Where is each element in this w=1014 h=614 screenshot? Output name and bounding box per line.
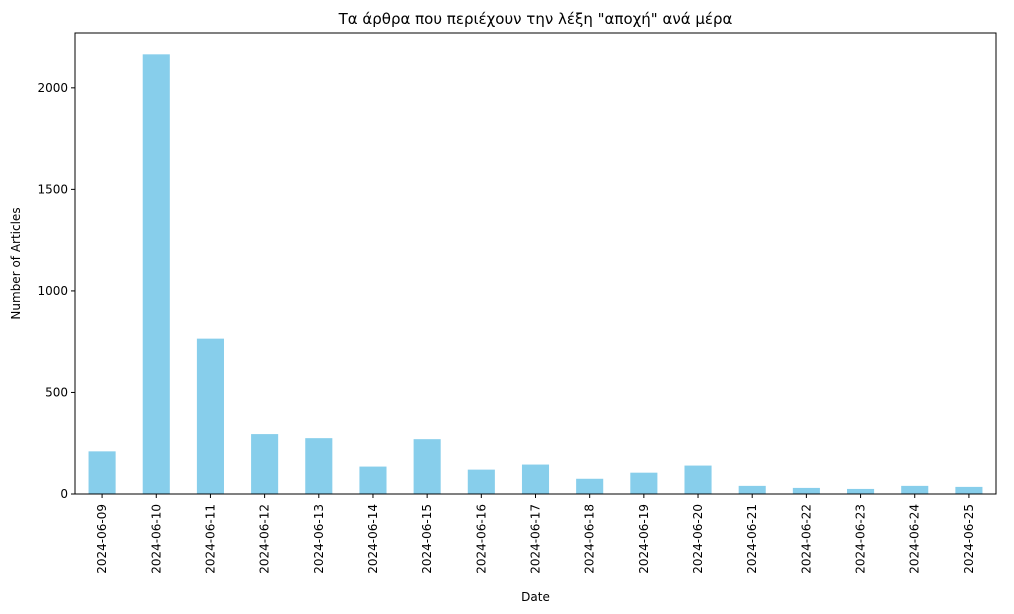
chart-title: Τα άρθρα που περιέχουν την λέξη "αποχή" … bbox=[338, 10, 733, 28]
y-axis: 0 500 1000 1500 2000 bbox=[37, 81, 75, 501]
x-axis-label: Date bbox=[521, 590, 550, 604]
y-tick-label: 1500 bbox=[37, 182, 68, 196]
x-axis: 2024-06-09 2024-06-10 2024-06-11 2024-06-12… bbox=[95, 494, 976, 574]
bar-2024-06-14 bbox=[359, 466, 387, 494]
bar-2024-06-17 bbox=[521, 464, 550, 494]
bar-2024-06-21 bbox=[738, 485, 766, 494]
x-tick-label: 2024-06-09 bbox=[95, 504, 109, 574]
x-tick-label: 2024-06-23 bbox=[854, 504, 868, 574]
x-tick-label: 2024-06-22 bbox=[799, 504, 813, 574]
y-tick-label: 0 bbox=[60, 487, 68, 501]
x-tick-label: 2024-06-14 bbox=[366, 504, 380, 574]
x-tick-label: 2024-06-24 bbox=[908, 504, 922, 574]
bars-group bbox=[88, 54, 983, 494]
x-tick-label: 2024-06-11 bbox=[203, 504, 217, 574]
bar-2024-06-16 bbox=[467, 469, 495, 494]
y-tick-label: 500 bbox=[45, 385, 68, 399]
x-tick-label: 2024-06-12 bbox=[258, 504, 272, 574]
bar-2024-06-20 bbox=[684, 465, 712, 494]
bar-2024-06-12 bbox=[251, 434, 279, 494]
x-tick-label: 2024-06-18 bbox=[583, 504, 597, 574]
x-tick-label: 2024-06-15 bbox=[420, 504, 434, 574]
x-tick-label: 2024-06-19 bbox=[637, 504, 651, 574]
bar-2024-06-25 bbox=[955, 486, 983, 494]
bar-2024-06-19 bbox=[630, 472, 658, 494]
x-tick-label: 2024-06-20 bbox=[691, 504, 705, 574]
bar-2024-06-15 bbox=[413, 439, 441, 494]
x-tick-label: 2024-06-16 bbox=[474, 504, 488, 574]
y-tick-label: 1000 bbox=[37, 284, 68, 298]
y-axis-label: Number of Articles bbox=[9, 207, 23, 319]
x-tick-label: 2024-06-21 bbox=[745, 504, 759, 574]
bar-2024-06-18 bbox=[576, 478, 604, 494]
bar-2024-06-13 bbox=[305, 438, 333, 494]
bar-2024-06-24 bbox=[901, 485, 929, 494]
y-tick-label: 2000 bbox=[37, 81, 68, 95]
x-tick-label: 2024-06-25 bbox=[962, 504, 976, 574]
bar-2024-06-11 bbox=[196, 338, 224, 494]
bar-2024-06-09 bbox=[88, 451, 116, 494]
bar-2024-06-22 bbox=[792, 487, 820, 494]
x-tick-label: 2024-06-17 bbox=[529, 504, 543, 574]
bar-2024-06-10 bbox=[142, 54, 170, 494]
x-tick-label: 2024-06-10 bbox=[149, 504, 163, 574]
x-tick-label: 2024-06-13 bbox=[312, 504, 326, 574]
bar-2024-06-23 bbox=[847, 488, 875, 494]
